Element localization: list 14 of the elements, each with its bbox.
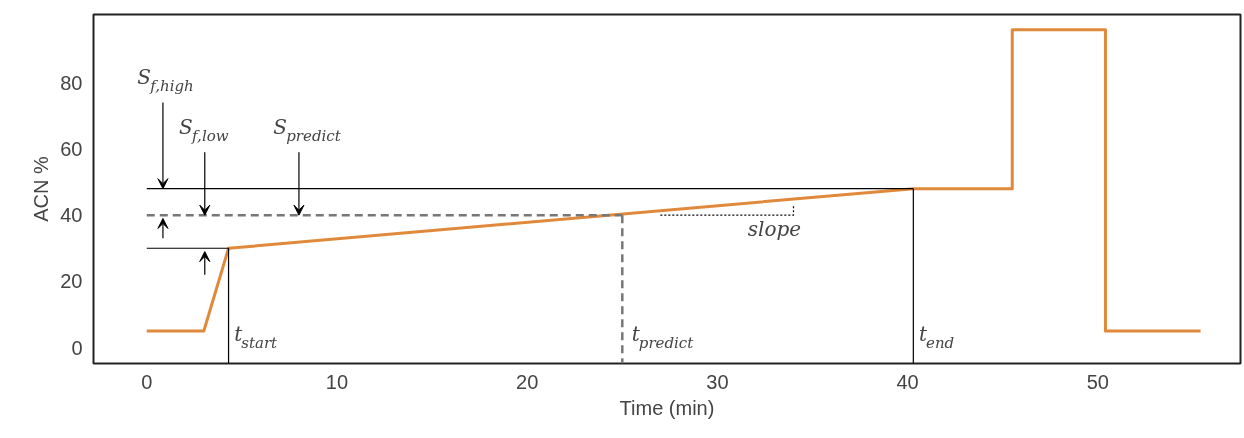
x-tick-label: 0 — [141, 370, 153, 393]
x-tick-label: 10 — [325, 370, 349, 393]
y-axis-title: ACN % — [30, 156, 53, 222]
y-tick-label: 80 — [60, 71, 83, 94]
x-tick-label: 20 — [516, 370, 539, 393]
y-tick-label: 20 — [60, 270, 83, 293]
y-tick-label: 40 — [60, 204, 83, 227]
annotation: slope — [747, 216, 802, 241]
x-axis-title: Time (min) — [619, 396, 715, 419]
y-tick-label: 0 — [71, 336, 83, 359]
y-tick-label: 60 — [60, 137, 83, 160]
x-tick-label: 30 — [706, 370, 729, 393]
x-tick-label: 40 — [896, 370, 919, 393]
x-tick-label: 50 — [1086, 370, 1109, 393]
